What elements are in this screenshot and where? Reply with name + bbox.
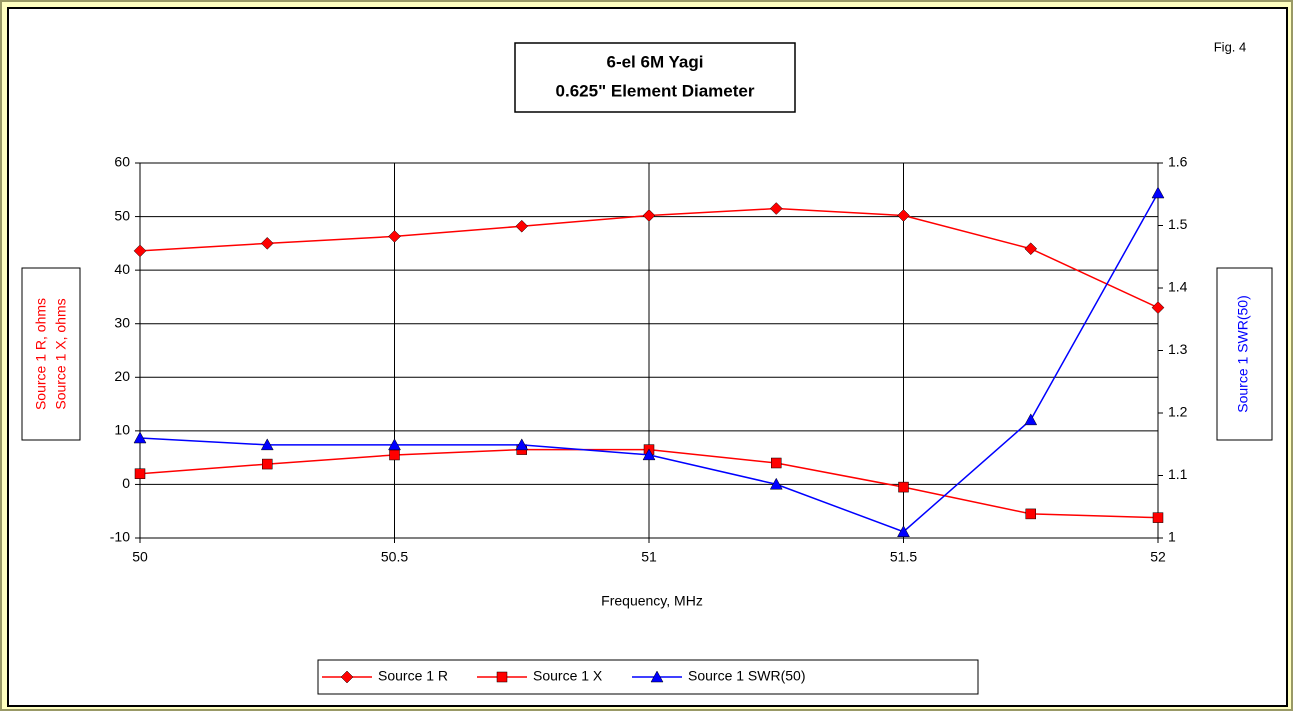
marker: [262, 458, 273, 470]
marker: [1025, 508, 1036, 520]
annotation: Fig. 4: [1214, 39, 1247, 54]
y-tick-label: 20: [114, 368, 130, 384]
y-axis-label: Source 1 R, ohms: [33, 298, 49, 410]
y2-tick-label: 1: [1168, 529, 1176, 545]
x-tick-label: 50: [132, 549, 148, 565]
y-tick-label: 40: [114, 261, 130, 277]
y-tick-label: 60: [114, 154, 130, 170]
marker: [133, 244, 147, 258]
x-tick-label: 52: [1150, 549, 1166, 565]
marker: [515, 219, 529, 233]
chart-area: [7, 7, 1288, 707]
x-axis-label: Frequency, MHz: [601, 593, 703, 609]
marker: [340, 670, 354, 684]
legend-label: Source 1 R: [378, 668, 448, 684]
marker: [642, 209, 656, 222]
marker: [1024, 413, 1038, 426]
marker: [388, 230, 401, 243]
marker: [134, 468, 146, 479]
y2-tick-label: 1.5: [1168, 216, 1188, 232]
marker: [642, 448, 656, 461]
marker: [133, 431, 147, 444]
legend-label: Source 1 SWR(50): [688, 668, 805, 684]
marker: [898, 481, 909, 493]
y2-label-box: [1216, 267, 1273, 441]
marker: [496, 671, 508, 683]
marker: [389, 449, 400, 461]
marker: [1151, 301, 1165, 314]
marker: [897, 209, 910, 222]
plot-frame: [139, 162, 1159, 539]
marker: [260, 237, 274, 250]
y-tick-label: 10: [114, 422, 130, 438]
chart-subtitle: 0.625" Element Diameter: [556, 81, 755, 100]
marker: [515, 438, 529, 451]
x-tick-label: 50.5: [381, 549, 408, 565]
marker: [1152, 512, 1164, 523]
legend-label: Source 1 X: [533, 668, 603, 684]
x-tick-label: 51: [641, 549, 657, 565]
marker: [1151, 186, 1165, 199]
y2-tick-label: 1.6: [1168, 154, 1188, 170]
marker: [1024, 242, 1038, 256]
y-tick-label: 50: [114, 207, 130, 223]
marker: [260, 438, 274, 451]
marker: [388, 438, 401, 451]
marker: [897, 525, 910, 537]
y2-tick-label: 1.3: [1168, 341, 1188, 357]
y2-tick-label: 1.1: [1168, 466, 1188, 482]
y2-axis-label: Source 1 SWR(50): [1235, 295, 1251, 412]
title-box: [514, 42, 796, 113]
marker: [650, 670, 664, 683]
x-tick-label: 51.5: [890, 549, 917, 565]
y-axis-label: Source 1 X, ohms: [53, 298, 69, 409]
marker: [769, 202, 783, 215]
marker: [769, 477, 783, 490]
y2-tick-label: 1.2: [1168, 404, 1188, 420]
marker: [771, 457, 782, 469]
chart-title: 6-el 6M Yagi: [606, 52, 703, 71]
y-tick-label: 0: [122, 475, 130, 491]
y-tick-label: 30: [114, 314, 130, 330]
y2-tick-label: 1.4: [1168, 279, 1188, 295]
y-label-box: [21, 267, 81, 441]
y-tick-label: -10: [110, 529, 130, 545]
